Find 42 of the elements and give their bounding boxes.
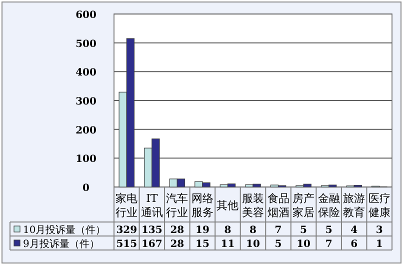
data-label: 167 [141,239,162,250]
data-label: 329 [116,225,138,236]
data-label: 8 [250,225,257,236]
data-label: 10 [246,239,260,250]
x-tick-label: 汽车行业 [166,192,188,219]
y-tick-label: 0 [82,183,90,194]
y-tick-label: 400 [76,68,96,79]
x-tick-label: 金融保险 [318,192,340,219]
legend-label: 10月投诉量（件） [23,224,106,236]
x-tick-label: IT通讯 [140,192,163,219]
data-label: 5 [274,239,282,250]
data-label: 7 [325,239,332,250]
legend-label: 9月投诉量（件） [23,238,100,250]
x-tick-label: 医疗健康 [368,192,390,219]
y-tick-label: 100 [76,154,96,166]
data-label: 15 [195,239,210,250]
data-label: 28 [170,239,184,250]
data-label: 5 [325,225,332,236]
data-label: 7 [274,225,282,236]
data-label: 515 [116,239,138,250]
y-tick-label: 500 [76,38,96,50]
data-label: 135 [141,225,162,236]
x-tick-label: 服装美容 [242,192,264,219]
data-label: 8 [224,225,232,236]
data-label: 28 [170,225,184,236]
data-label: 6 [350,239,358,250]
x-tick-label: 食品烟酒 [267,192,290,219]
data-label: 10 [296,239,311,250]
y-tick-label: 300 [76,96,96,108]
x-tick-label: 其他 [216,199,239,212]
data-label: 1 [376,239,383,250]
data-label: 5 [300,225,308,236]
x-tick-label: 房产家居 [292,192,315,219]
data-label: 4 [350,225,358,236]
x-tick-label: 网络服务 [191,192,214,219]
y-tick-label: 200 [76,125,96,136]
data-label: 11 [220,239,235,250]
x-tick-label: 旅游教育 [343,192,366,219]
x-tick-label: 家电行业 [116,192,138,219]
y-tick-label: 600 [76,10,96,21]
data-label: 19 [195,225,210,236]
data-label: 3 [376,225,383,236]
